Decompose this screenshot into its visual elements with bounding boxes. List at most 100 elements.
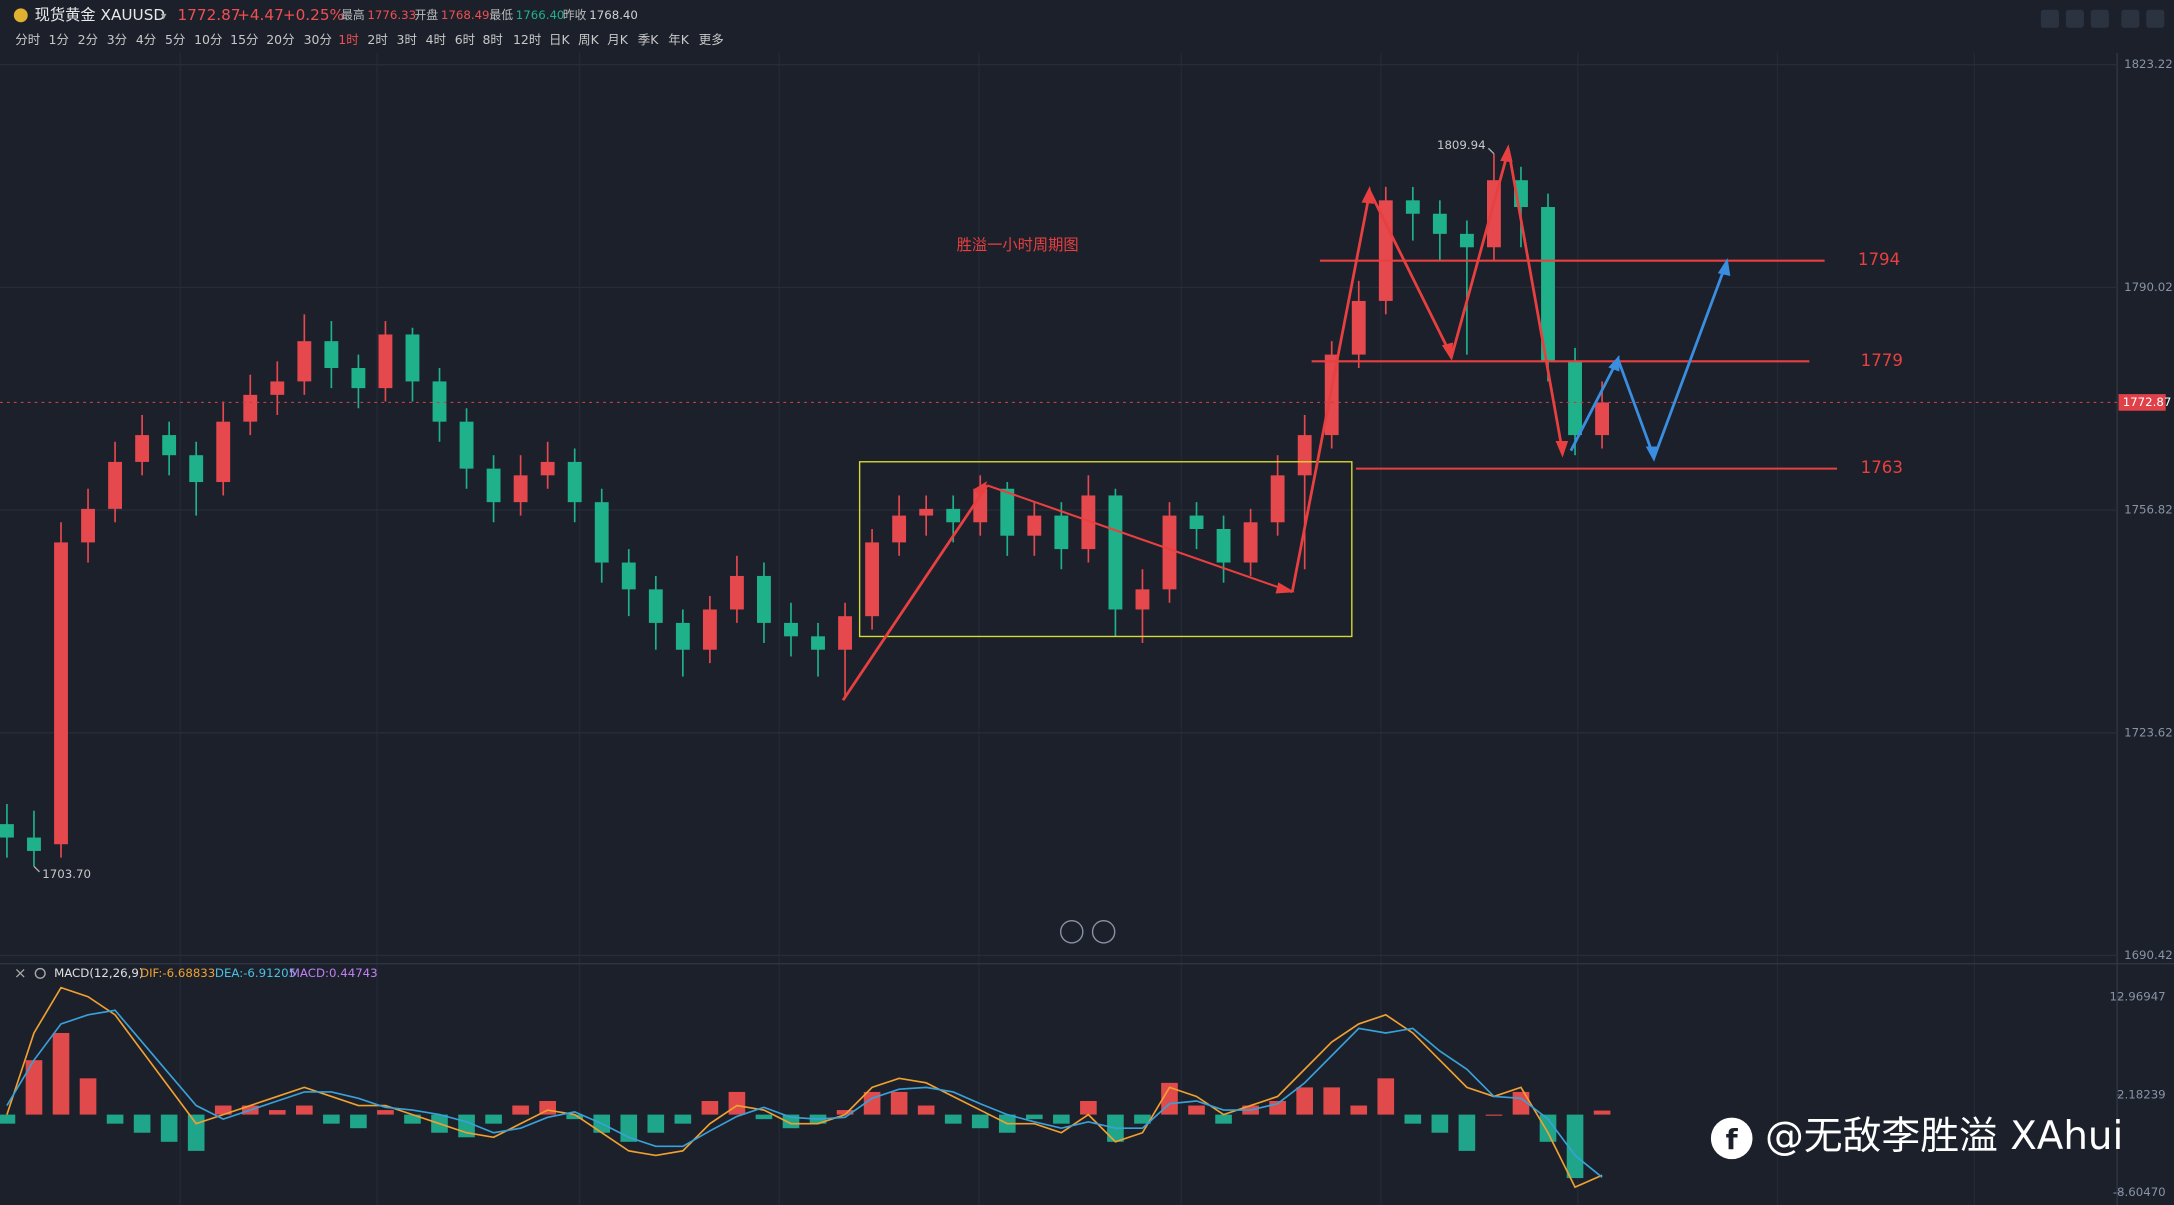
timeframe[interactable]: 3分 (107, 32, 127, 47)
y-tick-label: 1690.42 (2124, 948, 2173, 962)
macd-bar (52, 1032, 70, 1115)
macd-legend: MACD:0.44743 (290, 966, 378, 980)
candle-body (540, 461, 555, 476)
macd-bar (1404, 1114, 1422, 1124)
timeframe[interactable]: 15分 (230, 32, 258, 47)
candle-body (378, 334, 393, 389)
y-tick-label: 12.96947 (2110, 989, 2166, 1003)
candle-body (784, 622, 798, 637)
macd-bar (323, 1114, 340, 1124)
macd-bar (1188, 1105, 1205, 1115)
candle-body (459, 421, 474, 469)
candle-body (270, 381, 285, 395)
nav-forward[interactable] (1091, 920, 1116, 944)
candle-body (1108, 495, 1123, 610)
timeframe[interactable]: 分时 (15, 32, 40, 47)
macd-bar (701, 1100, 719, 1115)
candle-body (1297, 435, 1312, 476)
timeframe[interactable]: 8时 (482, 32, 502, 47)
macd-legend: DEA:-6.91205 (215, 966, 296, 980)
candle-body (1486, 180, 1501, 248)
macd-bar (160, 1114, 178, 1142)
timeframe[interactable]: 4时 (426, 32, 446, 47)
timeframe[interactable]: 更多 (699, 32, 724, 47)
candle-body (1054, 515, 1069, 550)
timeframe[interactable]: 6时 (455, 32, 475, 47)
candle-body (1189, 515, 1204, 529)
facebook-f: f (1726, 1123, 1739, 1156)
timeframe[interactable]: 4分 (136, 32, 156, 47)
candle-body (1000, 488, 1015, 536)
level-label: 1763 (1861, 458, 1903, 477)
stat-value: 1766.40 (516, 8, 565, 22)
settings-icon[interactable] (34, 967, 46, 979)
close-icon[interactable]: × (14, 964, 27, 982)
y-tick-label: -8.60470 (2113, 1185, 2166, 1199)
tool-button[interactable] (2040, 9, 2059, 28)
y-tick-label: 1790.02 (2124, 280, 2173, 294)
stat-label: 最低 (489, 8, 513, 22)
dropdown-caret[interactable]: ▾ (161, 10, 167, 23)
y-tick-label: 1823.22 (2124, 57, 2173, 71)
timeframe[interactable]: 日K (549, 32, 570, 47)
timeframe[interactable]: 3时 (397, 32, 417, 47)
macd-bar (1539, 1114, 1557, 1142)
macd-bar (944, 1114, 962, 1124)
timeframe[interactable]: 季K (638, 32, 659, 47)
macd-bar (566, 1114, 584, 1120)
macd-legend: DIF:-6.68833 (140, 966, 215, 980)
macd-bar (917, 1105, 935, 1115)
macd-bar (755, 1114, 773, 1120)
tool-button[interactable] (2065, 9, 2084, 28)
last-price-tag (2118, 394, 2166, 411)
macd-bar (1025, 1114, 1043, 1120)
macd-bar (296, 1105, 313, 1115)
timeframe[interactable]: 周K (578, 32, 599, 47)
candle-body (513, 475, 528, 503)
tool-button[interactable] (2121, 9, 2140, 28)
candle-body (675, 622, 690, 650)
change: +4.47 (237, 6, 284, 24)
macd-bar (1134, 1114, 1151, 1124)
timeframe[interactable]: 年K (668, 32, 689, 47)
candle-body (1595, 402, 1610, 436)
candle-body (135, 435, 150, 462)
price-chart: 1690.42 1723.62 1756.82 1790.02 1823.22 1772.… (0, 57, 2173, 962)
timeframe[interactable]: 20分 (266, 32, 294, 47)
gold-icon (13, 8, 28, 23)
nav-back[interactable] (1059, 920, 1084, 944)
candle-body (351, 368, 366, 389)
macd-bar (133, 1114, 151, 1133)
tool-button[interactable] (2146, 9, 2165, 28)
macd-bar (187, 1114, 205, 1151)
candle-body (1459, 233, 1474, 248)
macd-bar (25, 1060, 43, 1115)
timeframe[interactable]: 1分 (49, 32, 69, 47)
timeframe[interactable]: 1时 (338, 32, 358, 47)
symbol-name[interactable]: 现货黄金 XAUUSD (35, 6, 165, 24)
macd-bar (214, 1105, 232, 1115)
timeframe[interactable]: 30分 (304, 32, 332, 47)
tool-button[interactable] (2090, 9, 2109, 28)
timeframe[interactable]: 2时 (367, 32, 387, 47)
candle-body (243, 394, 258, 422)
macd-bar (1458, 1114, 1476, 1151)
extreme-marker (33, 865, 41, 873)
timeframe[interactable]: 12时 (513, 32, 541, 47)
macd-bar (1593, 1110, 1611, 1115)
macd-bar (890, 1091, 908, 1115)
timeframe[interactable]: 10分 (194, 32, 222, 47)
candle-body (757, 575, 771, 623)
macd-bar (79, 1078, 97, 1115)
candle-body (648, 589, 663, 623)
macd-bar (404, 1114, 421, 1124)
arrowhead (1645, 446, 1659, 462)
timeframe[interactable]: 2分 (78, 32, 98, 47)
timeframe[interactable]: 月K (607, 32, 628, 47)
toolbar (2040, 9, 2165, 28)
y-tick-label: 1756.82 (2124, 503, 2173, 517)
timeframe[interactable]: 5分 (165, 32, 185, 47)
y-tick-label: 1723.62 (2124, 725, 2173, 739)
